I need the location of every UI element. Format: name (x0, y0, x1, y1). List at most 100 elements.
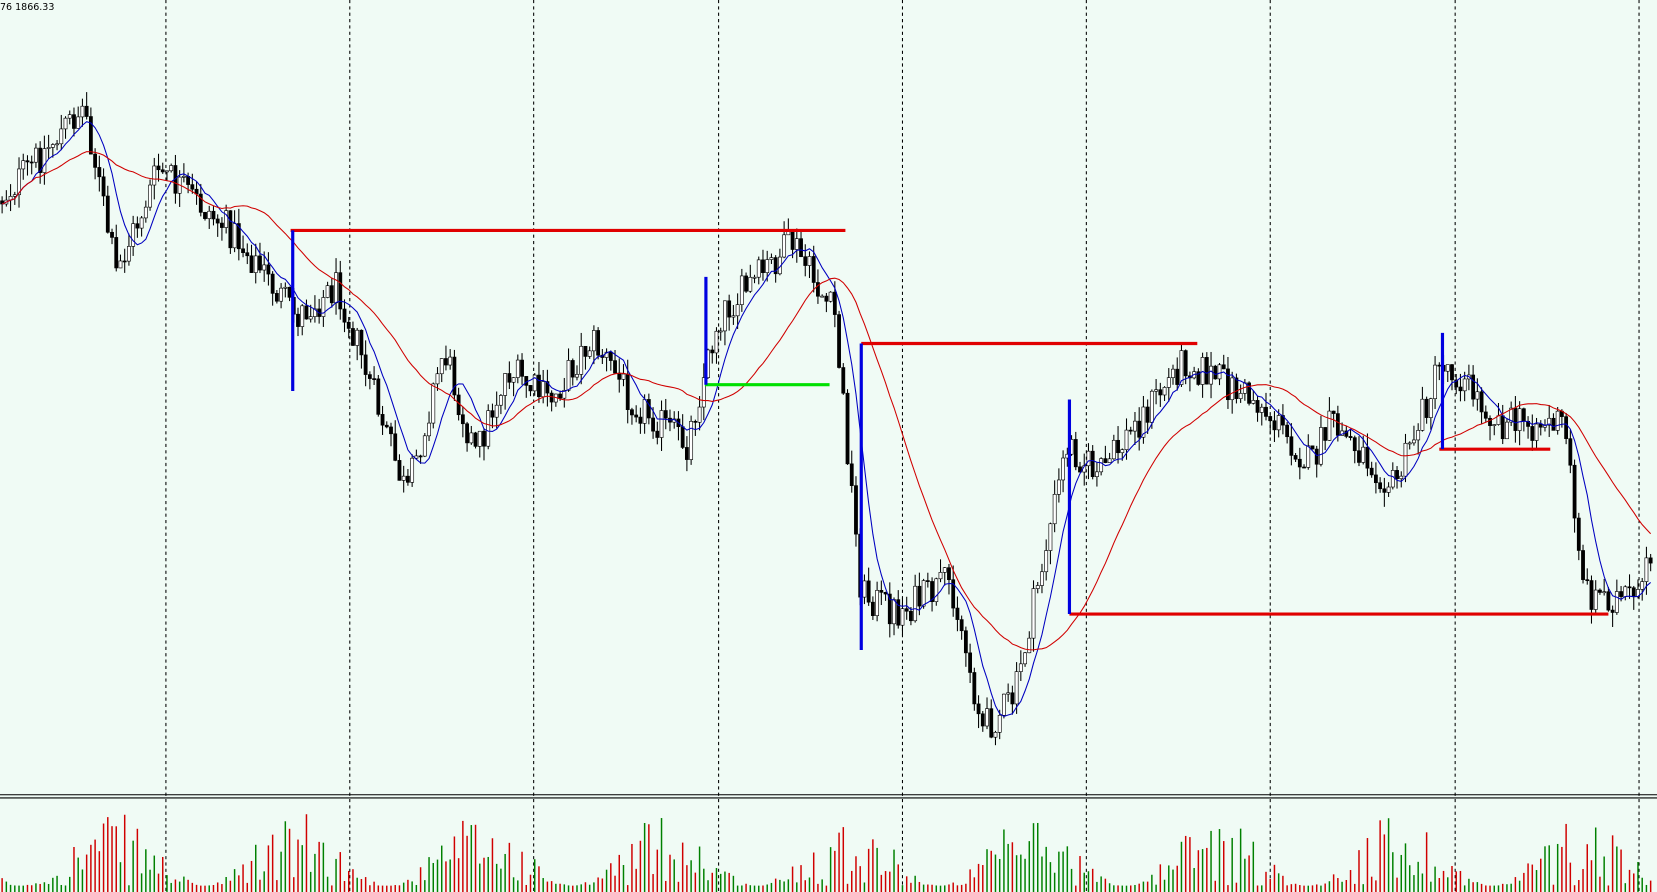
candle-body (1627, 586, 1632, 589)
candle-body (1272, 420, 1277, 431)
candle-body (1171, 368, 1175, 378)
candle-body (1581, 550, 1585, 580)
candle-body (355, 329, 360, 346)
candle-body (621, 373, 626, 380)
candle-body (105, 195, 110, 233)
candle-body (583, 345, 588, 357)
candle-body (503, 373, 508, 396)
candle-body (139, 217, 144, 229)
candle-body (630, 409, 634, 416)
candle-body (1386, 486, 1391, 493)
candle-body (566, 360, 571, 391)
candle-body (507, 373, 512, 383)
candle-body (181, 175, 186, 178)
candle-body (1023, 652, 1027, 665)
candle-body (896, 599, 901, 626)
candle-body (515, 359, 520, 378)
candle-body (1306, 445, 1311, 468)
candle-body (186, 175, 191, 185)
candle-body (245, 252, 250, 257)
candle-body (1090, 450, 1095, 478)
candle-body (1348, 436, 1353, 438)
candle-body (596, 330, 601, 356)
candle-body (1344, 430, 1349, 437)
candle-body (1027, 637, 1032, 654)
candle-body (406, 475, 410, 483)
candle-body (659, 410, 664, 438)
candle-body (524, 376, 529, 386)
candle-body (1323, 427, 1328, 441)
candle-body (93, 153, 98, 168)
candle-body (351, 328, 355, 346)
candle-body (756, 259, 761, 278)
candle-body (287, 286, 292, 298)
candle-body (1035, 585, 1040, 589)
candle-body (274, 293, 279, 302)
candle-body (236, 223, 241, 250)
candle-body (1538, 423, 1543, 428)
candle-body (1247, 382, 1251, 404)
candle-body (1399, 475, 1404, 479)
candle-body (490, 410, 495, 418)
candle-body (1031, 588, 1036, 639)
candle-body (1416, 430, 1421, 441)
candle-body (1488, 417, 1492, 426)
candle-body (444, 358, 448, 366)
candle-body (727, 300, 732, 318)
candle-body (1124, 429, 1129, 450)
candle-body (1166, 377, 1171, 388)
candle-body (604, 351, 609, 358)
candle-body (1572, 464, 1577, 519)
candle-body (1204, 357, 1209, 385)
candle-body (587, 350, 592, 357)
candle-body (110, 231, 114, 238)
candle-body (1424, 398, 1429, 418)
candle-body (29, 161, 34, 164)
candle-body (1352, 437, 1357, 452)
candle-body (1564, 416, 1569, 439)
candle-body (1327, 410, 1332, 441)
candle-body (625, 373, 630, 410)
candle-body (642, 399, 647, 424)
candle-body (968, 652, 973, 673)
candle-body (1120, 449, 1125, 454)
candle-body (401, 475, 406, 481)
candle-body (1276, 415, 1281, 431)
candle-body (88, 116, 93, 155)
candle-body (1585, 579, 1590, 582)
candle-body (342, 308, 347, 323)
candle-body (38, 147, 43, 173)
candle-body (841, 367, 846, 394)
candle-body (1619, 591, 1623, 597)
candle-body (118, 260, 123, 269)
candle-body (1183, 350, 1188, 377)
candle-body (1407, 442, 1412, 445)
candle-body (782, 234, 787, 258)
candle-body (127, 246, 131, 262)
moving-average (1, 151, 1652, 651)
candle-body (951, 579, 956, 609)
moving-averages (1, 121, 1652, 718)
candle-body (1648, 557, 1653, 564)
candle-body (638, 416, 643, 424)
candle-body (646, 399, 651, 419)
candle-body (1517, 408, 1522, 431)
candle-body (693, 421, 698, 423)
candle-body (1483, 411, 1488, 419)
candle-body (169, 165, 174, 172)
candle-body (1018, 663, 1023, 672)
candle-body (1006, 692, 1011, 695)
candle-body (608, 351, 613, 361)
candle-body (190, 184, 195, 190)
candle-body (904, 608, 909, 612)
candle-body (1107, 458, 1112, 463)
candle-body (807, 256, 812, 266)
candle-body (900, 608, 905, 626)
candle-body (76, 116, 81, 129)
candle-body (1052, 494, 1057, 525)
candle-body (1610, 609, 1615, 613)
candle-body (1099, 458, 1104, 473)
candle-body (849, 463, 854, 486)
candle-body (12, 194, 17, 197)
candle-body (63, 117, 68, 130)
